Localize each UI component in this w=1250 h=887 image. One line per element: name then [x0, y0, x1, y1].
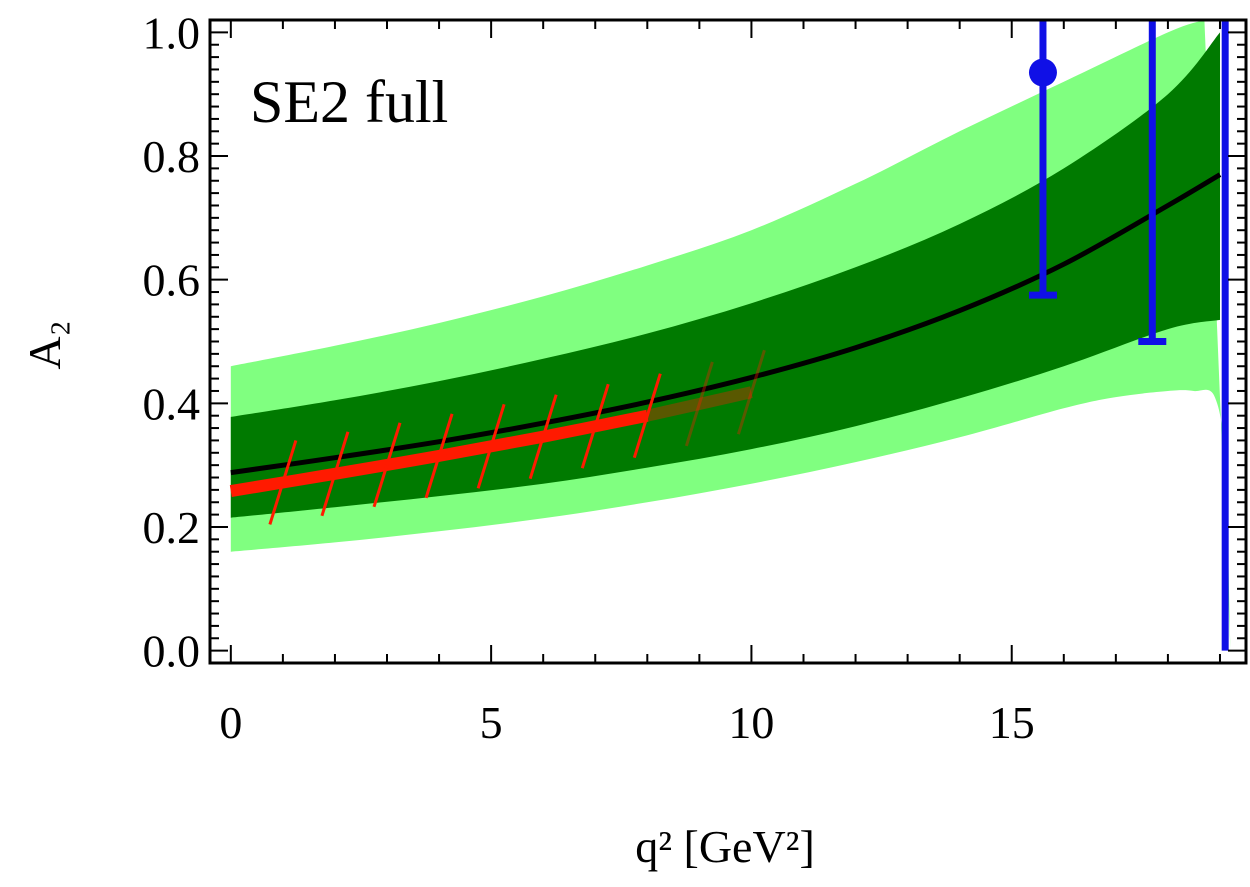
axes	[208, 18, 1248, 665]
lcsr-tick	[684, 361, 714, 447]
x-tick-label: 5	[480, 697, 503, 748]
lcsr-tick	[372, 422, 402, 508]
y-tick-label: 0.2	[143, 502, 201, 553]
central-curve	[230, 172, 1222, 476]
chart-annotation: SE2 full	[250, 69, 448, 135]
lcsr-tick	[268, 440, 298, 525]
y-tick-label: 0.4	[143, 378, 201, 429]
x-axis-label: q² [GeV²]	[635, 821, 815, 872]
y-axis-label: A₂	[19, 320, 70, 369]
y-tick-label: 0.8	[143, 131, 201, 182]
y-tick-label: 0.0	[143, 626, 201, 677]
lcsr-tick	[476, 403, 506, 489]
y-tick-label: 0.6	[143, 255, 201, 306]
lattice-point	[1028, 58, 1057, 87]
lcsr-tick	[424, 413, 454, 499]
lcsr-tick	[580, 383, 610, 469]
labels: SE2 full q² [GeV²] A₂ 0 5 10 15 0.0 0.2 0.4 0.6…	[19, 7, 1035, 872]
inner-uncertainty-band	[230, 32, 1221, 518]
plot-area	[229, 20, 1231, 651]
lcsr-line-extrapolated	[645, 386, 753, 422]
x-tick-label: 15	[989, 697, 1035, 748]
lcsr-tick	[528, 394, 558, 480]
lcsr-tick	[320, 431, 350, 517]
lcsr-tick	[632, 373, 662, 459]
x-tick-label: 10	[728, 697, 774, 748]
x-tick-label: 0	[219, 697, 242, 748]
lcsr-tick	[736, 349, 766, 435]
y-tick-label: 1.0	[143, 7, 201, 58]
